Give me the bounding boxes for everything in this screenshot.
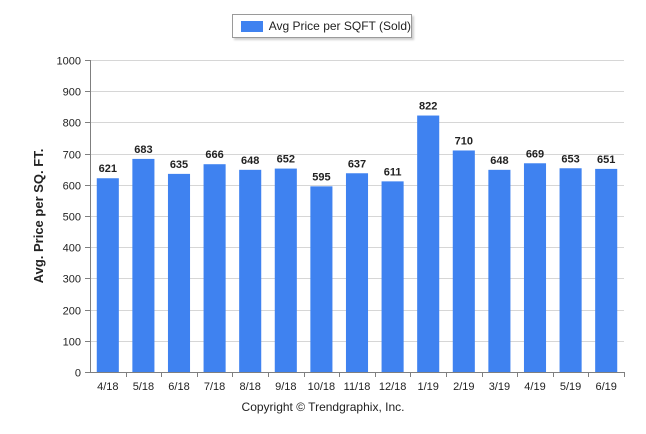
bar-value-label: 669 [526,148,544,160]
x-tick-label: 9/18 [275,381,296,393]
bar-value-label: 635 [170,159,188,171]
bar-value-label: 666 [205,149,223,161]
x-tick-label: 8/18 [239,381,260,393]
y-tick-label: 400 [63,243,81,255]
bar-value-label: 621 [99,163,117,175]
bar-value-label: 637 [348,158,366,170]
bar-value-label: 651 [597,154,615,166]
x-tick-label: 11/18 [344,381,371,393]
bar [595,168,618,372]
bar [239,169,262,372]
bar-value-label: 653 [561,153,579,165]
y-tick-label: 1000 [57,56,81,68]
y-axis-title: Avg. Price per SQ. FT. [31,149,46,284]
y-tick-label: 700 [63,150,81,162]
y-tick-label: 300 [63,274,81,286]
x-tick-label: 12/18 [379,381,407,393]
x-tick-label: 4/19 [524,381,545,393]
bar [559,168,582,372]
bar [132,158,155,372]
y-tick-label: 800 [63,118,81,130]
x-tick-label: 3/19 [489,381,510,393]
x-tick-label: 10/18 [308,381,336,393]
bar-value-label: 822 [419,101,437,113]
bar [345,173,369,372]
y-tick-label: 200 [63,306,81,318]
y-tick-label: 0 [75,368,81,380]
bar [488,169,511,372]
x-tick-label: 5/19 [560,381,581,393]
copyright-footer: Copyright © Trendgraphix, Inc. [241,400,405,414]
x-tick-label: 2/19 [453,381,474,393]
legend-swatch [241,20,263,32]
bar [452,150,475,372]
x-tick-label: 5/18 [133,381,154,393]
x-tick-label: 6/18 [168,381,189,393]
x-tick-label: 1/19 [417,381,438,393]
y-tick-label: 100 [63,337,81,349]
bar-value-label: 595 [312,171,330,183]
bar [417,115,440,372]
y-tick-label: 600 [63,181,81,193]
x-tick-label: 4/18 [97,381,118,393]
bar-value-label: 648 [490,155,508,167]
bar-value-label: 710 [455,135,473,147]
bar [274,168,297,372]
bar-value-label: 611 [384,166,402,178]
y-tick-label: 900 [63,87,81,99]
bar [203,164,226,372]
legend: Avg Price per SQFT (Sold) [232,14,412,38]
bar-value-label: 652 [277,154,295,166]
y-tick-label: 500 [63,212,81,224]
bar [523,163,547,372]
bar-value-label: 648 [241,155,259,167]
x-tick-label: 6/19 [595,381,616,393]
bar [96,178,119,372]
bar [381,181,404,372]
bar-value-label: 683 [134,144,152,156]
x-tick-label: 7/18 [204,381,225,393]
bar [167,173,191,372]
legend-label: Avg Price per SQFT (Sold) [268,19,411,33]
bar [310,186,333,372]
